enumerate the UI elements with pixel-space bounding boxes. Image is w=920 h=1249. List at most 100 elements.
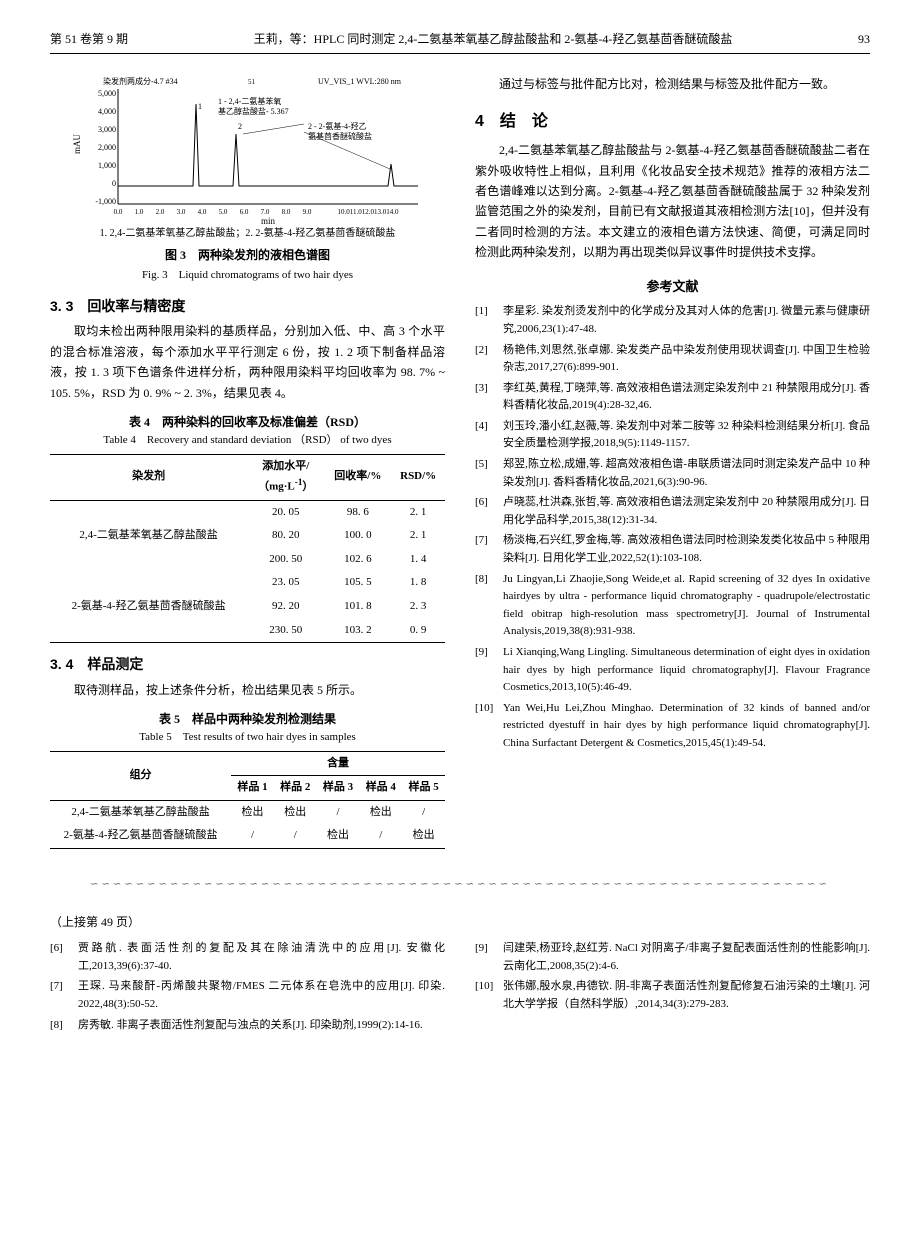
figure-3: 染发剂两成分-4.7 #34 51 UV_VIS_1 WVL:280 nm 5,… — [50, 74, 445, 285]
t4-group-name: 2-氨基-4-羟乙氨基茴香醚硫酸盐 — [50, 571, 247, 642]
table-cell: / — [359, 824, 402, 848]
sec-3-3-body: 取均未检出两种限用染料的基质样品，分别加入低、中、高 3 个水平的混合标准溶液，… — [50, 321, 445, 403]
svg-text:10.011.012.013.014.0: 10.011.012.013.014.0 — [337, 208, 398, 216]
table-cell: 20. 05 — [247, 500, 324, 524]
ref-text: Li Xianqing,Wang Lingling. Simultaneous … — [503, 644, 870, 697]
table-cell: 1. 4 — [391, 548, 445, 572]
sec-4-body: 2,4-二氨基苯氧基乙醇盐酸盐与 2-氨基-4-羟乙氨基茴香醚硫酸盐二者在紫外吸… — [475, 140, 870, 262]
table-cell: 101. 8 — [324, 595, 391, 619]
chrom-trace — [118, 104, 418, 186]
t5-col0: 组分 — [50, 751, 231, 800]
chrom-top-mid: 51 — [248, 78, 256, 86]
reference-item: [5]郑翌,陈立松,成姗,等. 超高效液相色谱-串联质谱法同时测定染发产品中 1… — [475, 456, 870, 491]
table-cell: 23. 05 — [247, 571, 324, 595]
svg-text:1.0: 1.0 — [134, 208, 143, 216]
header-center: 王莉，等：HPLC 同时测定 2,4-二氨基苯氧基乙醇盐酸盐和 2-氨基-4-羟… — [254, 30, 733, 49]
table4-caption-cn: 表 4 两种染料的回收率及标准偏差（RSD） — [50, 413, 445, 432]
svg-text:1,000: 1,000 — [98, 161, 116, 170]
table-cell: 检出 — [317, 824, 360, 848]
chrom-top-right: UV_VIS_1 WVL:280 nm — [318, 77, 402, 86]
reference-item: [9]闫建荣,杨亚玲,赵红芳. NaCl 对阴离子/非离子复配表面活性剂的性能影… — [475, 940, 870, 975]
y-label: mAU — [72, 134, 82, 155]
references-heading: 参考文献 — [475, 277, 870, 298]
sec-3-4-heading: 3. 4 样品测定 — [50, 653, 445, 675]
table-cell: 80. 20 — [247, 524, 324, 548]
table-cell: 2. 1 — [391, 500, 445, 524]
t4-h3: RSD/% — [391, 454, 445, 500]
svg-text:0.0: 0.0 — [113, 208, 122, 216]
svg-text:7.0: 7.0 — [260, 208, 269, 216]
reference-item: [6]贾路航. 表面活性剂的复配及其在除油清洗中的应用[J]. 安徽化工,201… — [50, 940, 445, 975]
x-label: min — [260, 216, 275, 224]
continued-refs-left: [6]贾路航. 表面活性剂的复配及其在除油清洗中的应用[J]. 安徽化工,201… — [50, 940, 445, 1037]
sec-3-3-heading: 3. 3 回收率与精密度 — [50, 295, 445, 317]
reference-item: [2]杨艳伟,刘思然,张卓娜. 染发类产品中染发剂使用现状调查[J]. 中国卫生… — [475, 342, 870, 377]
table-cell: 103. 2 — [324, 619, 391, 643]
svg-text:6.0: 6.0 — [239, 208, 248, 216]
ref-number: [2] — [475, 342, 503, 377]
wave-separator: ∽∽∽∽∽∽∽∽∽∽∽∽∽∽∽∽∽∽∽∽∽∽∽∽∽∽∽∽∽∽∽∽∽∽∽∽∽∽∽∽… — [50, 877, 870, 893]
ref-number: [6] — [475, 494, 503, 529]
ref-text: 杨淡梅,石兴红,罗金梅,等. 高效液相色谱法同时检测染发类化妆品中 5 种限用染… — [503, 532, 870, 567]
reference-item: [7]王琛. 马来酸酐-丙烯酸共聚物/FMES 二元体系在皂洗中的应用[J]. … — [50, 978, 445, 1013]
table5-caption-cn: 表 5 样品中两种染发剂检测结果 — [50, 710, 445, 729]
ref-number: [4] — [475, 418, 503, 453]
ref-text: 李星彩. 染发剂烫发剂中的化学成分及其对人体的危害[J]. 微量元素与健康研究,… — [503, 303, 870, 338]
table-cell: 检出 — [402, 824, 445, 848]
svg-text:2.0: 2.0 — [155, 208, 164, 216]
table-cell: 0. 9 — [391, 619, 445, 643]
svg-text:9.0: 9.0 — [302, 208, 311, 216]
ref-number: [7] — [50, 978, 78, 1013]
page-header: 第 51 卷第 9 期 王莉，等：HPLC 同时测定 2,4-二氨基苯氧基乙醇盐… — [50, 30, 870, 54]
t4-h0: 染发剂 — [50, 454, 247, 500]
table-cell: 230. 50 — [247, 619, 324, 643]
reference-list: [1]李星彩. 染发剂烫发剂中的化学成分及其对人体的危害[J]. 微量元素与健康… — [475, 303, 870, 752]
reference-item: [8]Ju Lingyan,Li Zhaojie,Song Weide,et a… — [475, 571, 870, 641]
table-cell: 2. 1 — [391, 524, 445, 548]
table-cell: 检出 — [231, 800, 274, 824]
table-5: 组分 含量 样品 1样品 2样品 3样品 4样品 5 2,4-二氨基苯氧基乙醇盐… — [50, 751, 445, 849]
t4-h1: 添加水平/（mg·L-1） — [247, 454, 324, 500]
reference-item: [7]杨淡梅,石兴红,罗金梅,等. 高效液相色谱法同时检测染发类化妆品中 5 种… — [475, 532, 870, 567]
t5-sample-header: 样品 5 — [402, 776, 445, 801]
table-cell: 92. 20 — [247, 595, 324, 619]
ref-text: 刘玉玲,潘小红,赵薇,等. 染发剂中对苯二胺等 32 种染料检测结果分析[J].… — [503, 418, 870, 453]
ref-number: [10] — [475, 978, 503, 1013]
ref-number: [9] — [475, 644, 503, 697]
table-cell: 2. 3 — [391, 595, 445, 619]
reference-item: [1]李星彩. 染发剂烫发剂中的化学成分及其对人体的危害[J]. 微量元素与健康… — [475, 303, 870, 338]
svg-text:2 - 2-氨基-4-羟乙: 2 - 2-氨基-4-羟乙 — [308, 121, 367, 131]
t4-group-name: 2,4-二氨基苯氧基乙醇盐酸盐 — [50, 500, 247, 571]
table-cell: 检出 — [274, 800, 317, 824]
svg-text:1: 1 — [198, 102, 202, 111]
sec-3-4-body: 取待测样品，按上述条件分析，检出结果见表 5 所示。 — [50, 680, 445, 700]
fig3-note: 1. 2,4-二氨基苯氧基乙醇盐酸盐；2. 2-氨基-4-羟乙氨基茴香醚硫酸盐 — [50, 226, 445, 242]
ref-number: [9] — [475, 940, 503, 975]
svg-text:4.0: 4.0 — [197, 208, 206, 216]
t4-h2: 回收率/% — [324, 454, 391, 500]
reference-item: [6]卢晓蕊,杜洪森,张哲,等. 高效液相色谱法测定染发剂中 20 种禁限用成分… — [475, 494, 870, 529]
table-cell: 100. 0 — [324, 524, 391, 548]
t5-header-top: 含量 — [231, 751, 445, 776]
t5-sample-header: 样品 3 — [317, 776, 360, 801]
ref-text: 闫建荣,杨亚玲,赵红芳. NaCl 对阴离子/非离子复配表面活性剂的性能影响[J… — [503, 940, 870, 975]
chromatogram-svg: 染发剂两成分-4.7 #34 51 UV_VIS_1 WVL:280 nm 5,… — [68, 74, 428, 224]
t5-row-name: 2-氨基-4-羟乙氨基茴香醚硫酸盐 — [50, 824, 231, 848]
svg-text:氨基茴香醚硫酸盐: 氨基茴香醚硫酸盐 — [308, 131, 372, 141]
chrom-top-left: 染发剂两成分-4.7 #34 — [103, 76, 178, 86]
ref-text: 房秀敏. 非离子表面活性剂复配与浊点的关系[J]. 印染助剂,1999(2):1… — [78, 1017, 445, 1035]
ref-text: 郑翌,陈立松,成姗,等. 超高效液相色谱-串联质谱法同时测定染发产品中 10 种… — [503, 456, 870, 491]
left-column: 染发剂两成分-4.7 #34 51 UV_VIS_1 WVL:280 nm 5,… — [50, 74, 445, 857]
table-4: 染发剂 添加水平/（mg·L-1） 回收率/% RSD/% 2,4-二氨基苯氧基… — [50, 454, 445, 643]
ref-text: 李红英,黄程,丁晓萍,等. 高效液相色谱法测定染发剂中 21 种禁限用成分[J]… — [503, 380, 870, 415]
continued-note: （上接第 49 页） — [50, 913, 870, 932]
table-cell: / — [402, 800, 445, 824]
fig3-caption-en: Fig. 3 Liquid chromatograms of two hair … — [50, 267, 445, 285]
ref-number: [8] — [475, 571, 503, 641]
ref-text: 卢晓蕊,杜洪森,张哲,等. 高效液相色谱法测定染发剂中 20 种禁限用成分[J]… — [503, 494, 870, 529]
svg-text:3,000: 3,000 — [98, 125, 116, 134]
ref-text: Ju Lingyan,Li Zhaojie,Song Weide,et al. … — [503, 571, 870, 641]
svg-text:0: 0 — [112, 179, 116, 188]
peak1-label: 1 - 2,4-二氨基苯氧 基乙醇盐酸盐- 5.367 — [218, 96, 289, 116]
table-cell: 105. 5 — [324, 571, 391, 595]
